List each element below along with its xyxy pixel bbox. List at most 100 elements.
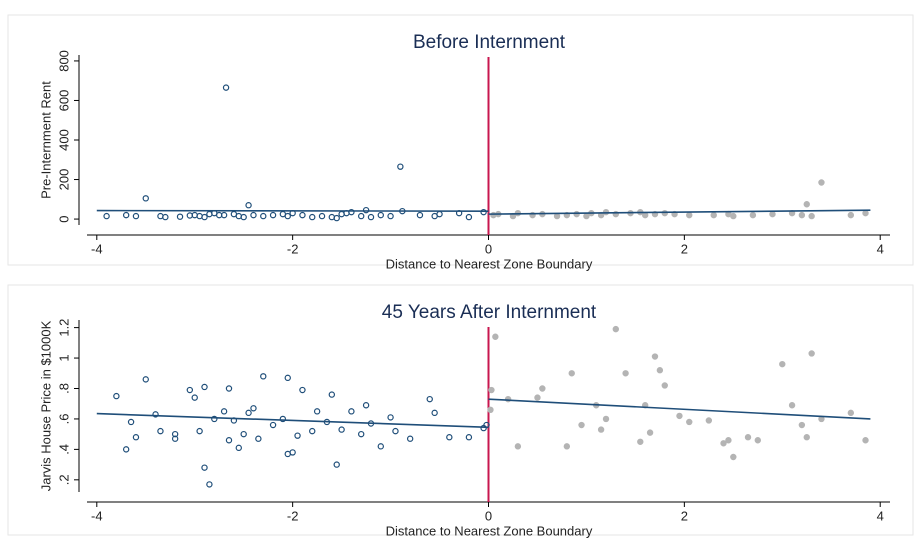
scatter-point [612,325,620,333]
scatter-point [206,481,213,488]
scatter-point [749,211,757,219]
scatter-point [240,430,247,438]
x-tick-label: -4 [91,241,103,256]
y-tick-label: 600 [56,90,71,112]
scatter-point [333,214,340,222]
x-axis-label: Distance to Nearest Zone Boundary [386,256,593,271]
scatter-point [602,415,610,423]
scatter-point [225,385,233,392]
y-tick-label: 200 [56,169,71,191]
scatter-point [730,212,737,220]
scatter-point [487,406,494,414]
scatter-point [377,443,384,450]
scatter-point [436,210,443,218]
fit-line [488,398,871,420]
scatter-point [686,418,693,426]
scatter-point [725,437,732,444]
scatter-point [333,461,340,468]
scatter-point [480,208,487,216]
x-axis-label: Distance to Nearest Zone Boundary [386,523,593,538]
scatter-point [211,415,218,423]
scatter-point [299,386,306,394]
scatter-point [406,435,414,442]
scatter-point [142,195,149,202]
scatter-point [651,353,659,360]
scatter-point [622,370,629,377]
scatter-point [798,421,806,429]
scatter-point [191,394,198,401]
fit-line [96,412,489,429]
panel-border [7,284,914,536]
scatter-point [769,210,776,218]
scatter-point [397,163,404,170]
fit-line [488,209,871,215]
scatter-point [808,350,815,357]
scatter-point [289,449,296,456]
scatter-point [416,211,424,219]
fit-line [96,209,489,212]
scatter-point [847,409,855,417]
scatter-point [162,213,169,221]
scatter-point [222,84,230,91]
scatter-point [744,434,752,441]
x-tick-label: -2 [287,241,299,256]
scatter-point [250,211,257,219]
scatter-point [808,212,815,220]
scatter-point [686,211,693,219]
scatter-point [465,434,473,441]
scatter-point [720,440,727,447]
scatter-point [788,402,796,409]
scatter-point [328,391,336,398]
x-tick-label: 4 [877,241,884,256]
scatter-point [583,212,590,220]
scatter-point [568,370,575,377]
scatter-point [152,411,159,418]
scatter-point [309,427,316,435]
scatter-point [348,408,355,415]
scatter-point [176,213,184,220]
scatter-point [862,437,869,444]
scatter-point [754,437,761,444]
x-tick-label: 2 [681,241,688,256]
scatter-point [578,421,585,429]
y-tick-label: 1 [56,354,71,361]
scatter-point [492,333,499,340]
scatter-point [803,201,810,208]
scatter-point [446,434,453,441]
scatter-point [196,427,203,435]
scatter-point [318,212,326,220]
scatter-point [362,402,370,409]
scatter-point [220,211,228,219]
scatter-point [269,421,277,429]
scatter-point [646,429,654,436]
scatter-point [186,386,194,394]
scatter-point [710,211,717,219]
scatter-point [465,213,473,221]
scatter-point [171,430,179,438]
scatter-point [818,179,825,186]
y-tick-label: 1.2 [56,319,71,337]
y-tick-label: .6 [56,414,71,425]
scatter-point [279,415,287,423]
y-tick-label: 400 [56,129,71,151]
scatter-point [338,426,345,433]
scatter-point [201,464,208,471]
x-tick-label: 0 [485,508,492,523]
scatter-point [245,409,252,417]
scatter-point [260,212,267,220]
scatter-point [357,212,365,220]
x-tick-label: -2 [287,508,299,523]
scatter-point [656,367,664,374]
y-axis-label: Jarvis House Price in $1000K [38,320,53,491]
chart-title: Before Internment [413,32,566,53]
scatter-point [113,392,120,400]
scatter-point [294,432,301,439]
scatter-point [269,211,277,219]
scatter-point [201,213,208,221]
scatter-point [661,209,668,217]
scatter-point [488,386,495,394]
scatter-point [661,382,668,389]
scatter-point [240,213,247,221]
